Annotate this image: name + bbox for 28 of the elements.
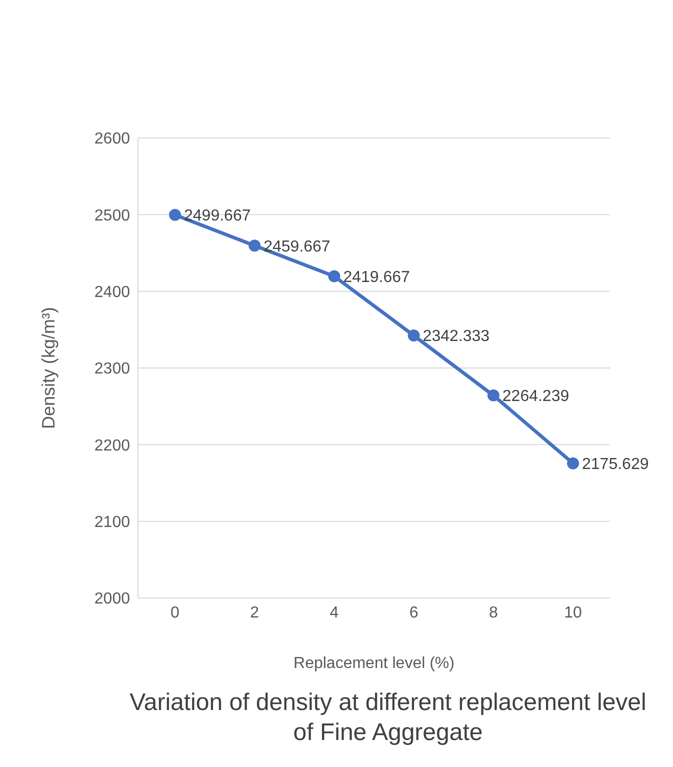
y-tick-label: 2100 [94, 514, 130, 532]
y-tick-label: 2000 [94, 590, 130, 608]
x-tick-label: 10 [564, 604, 582, 622]
data-label: 2342.333 [422, 328, 490, 346]
x-tick-label: 6 [409, 604, 418, 622]
data-label: 2499.667 [184, 208, 251, 225]
y-axis-title: Density (kg/m³) [38, 306, 58, 430]
text: Variation of density at different replacement level of Fine Aggregate [128, 688, 648, 748]
data-label: 2175.629 [582, 456, 649, 474]
y-tick-label: 2500 [94, 207, 130, 224]
x-tick-label: 0 [170, 604, 180, 622]
point [408, 330, 420, 342]
y-tick-label: 2300 [94, 360, 130, 378]
data-label: 2459.667 [264, 238, 330, 256]
point [169, 208, 181, 221]
point [567, 457, 579, 470]
data-label: 2264.239 [502, 388, 570, 406]
x-tick-label: 2 [250, 604, 260, 622]
x-tick-label: 8 [488, 604, 498, 622]
point [487, 389, 500, 402]
y-tick-label: 2200 [94, 437, 130, 454]
x-axis-title: Replacement level (%) [294, 655, 454, 672]
x-tick-label: 4 [330, 604, 339, 622]
point [328, 270, 340, 282]
data-label: 2419.667 [343, 268, 410, 286]
point [248, 240, 261, 252]
y-tick-label: 2600 [94, 130, 130, 148]
y-tick-label: 2400 [94, 284, 130, 302]
